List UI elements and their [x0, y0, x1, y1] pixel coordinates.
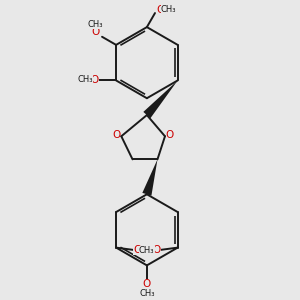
Polygon shape — [143, 80, 178, 118]
Text: O: O — [166, 130, 174, 140]
Text: CH₃: CH₃ — [78, 75, 93, 84]
Text: O: O — [91, 27, 99, 38]
Text: CH₃: CH₃ — [139, 289, 154, 298]
Text: O: O — [133, 245, 141, 255]
Text: CH₃: CH₃ — [139, 246, 154, 255]
Text: O: O — [152, 245, 160, 255]
Text: CH₃: CH₃ — [161, 5, 176, 14]
Text: O: O — [91, 75, 99, 85]
Text: O: O — [112, 130, 120, 140]
Text: CH₃: CH₃ — [140, 246, 155, 255]
Text: CH₃: CH₃ — [87, 20, 103, 29]
Text: O: O — [157, 5, 165, 15]
Text: O: O — [143, 279, 151, 289]
Polygon shape — [142, 159, 158, 196]
